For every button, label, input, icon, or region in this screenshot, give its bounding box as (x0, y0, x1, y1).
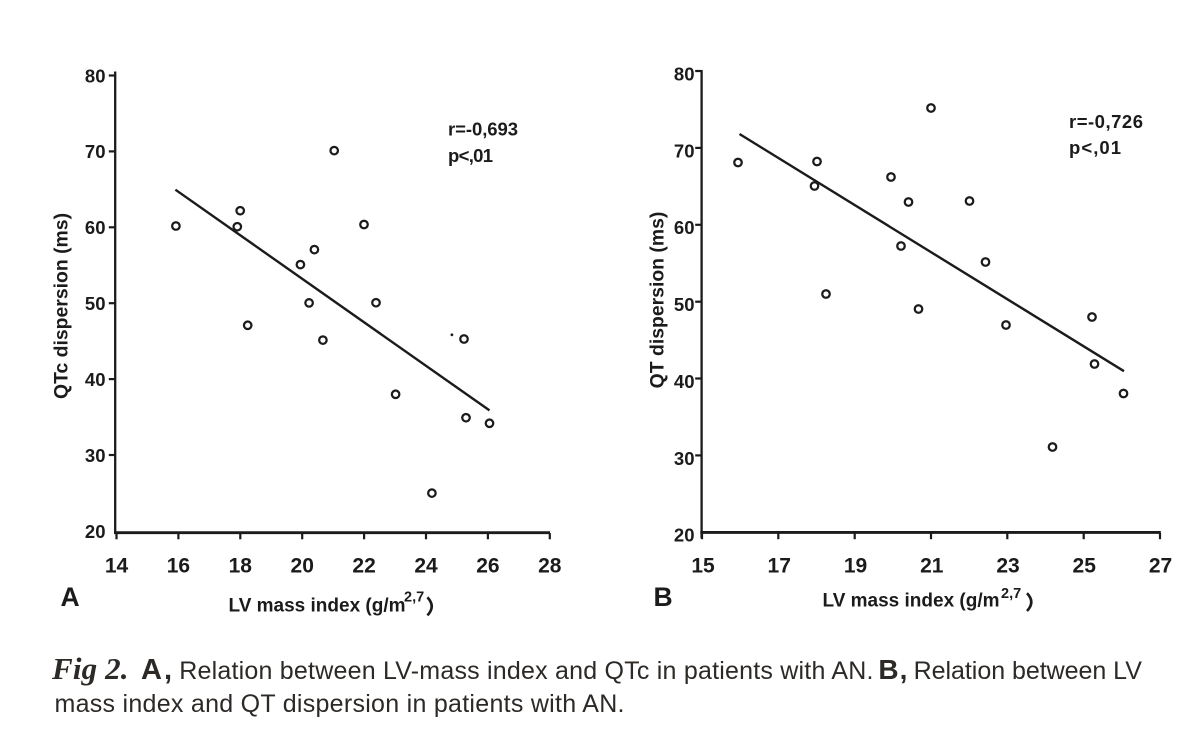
svg-text:18: 18 (229, 554, 253, 577)
svg-text:r=-0,726: r=-0,726 (1069, 111, 1143, 132)
svg-text:60: 60 (85, 217, 106, 238)
svg-text:21: 21 (920, 554, 944, 577)
svg-text:r=-0,693: r=-0,693 (448, 119, 518, 140)
svg-text:40: 40 (85, 369, 106, 390)
svg-text:22: 22 (352, 554, 375, 577)
svg-text:19: 19 (844, 554, 867, 577)
svg-text:B: B (654, 582, 673, 612)
svg-text:A,: A, (141, 654, 172, 686)
svg-text:A: A (61, 582, 80, 612)
svg-text:QTc dispersion (ms): QTc dispersion (ms) (51, 213, 73, 399)
svg-text:27: 27 (1149, 554, 1172, 577)
svg-text:Relation between LV-mass index: Relation between LV-mass index and QTc i… (179, 657, 873, 685)
svg-text:LV mass index (g/m: LV mass index (g/m (229, 595, 406, 616)
svg-text:20: 20 (674, 525, 695, 546)
svg-text:70: 70 (674, 140, 695, 161)
svg-text:QT dispersion (ms): QT dispersion (ms) (647, 212, 669, 389)
svg-text:25: 25 (1073, 554, 1097, 577)
svg-text:40: 40 (674, 371, 695, 392)
svg-text:15: 15 (691, 554, 715, 577)
svg-text:p<,01: p<,01 (448, 145, 493, 166)
svg-text:24: 24 (414, 554, 438, 577)
svg-text:20: 20 (85, 521, 106, 542)
svg-text:mass index and QT dispersion i: mass index and QT dispersion in patients… (55, 690, 625, 718)
svg-text:50: 50 (674, 294, 695, 315)
svg-text:30: 30 (85, 445, 106, 466)
svg-text:50: 50 (85, 293, 106, 314)
svg-text:80: 80 (674, 63, 695, 84)
svg-text:Fig 2.: Fig 2. (51, 651, 129, 686)
svg-text:80: 80 (85, 65, 106, 86)
svg-text:p<,01: p<,01 (1069, 137, 1121, 158)
svg-text:14: 14 (105, 554, 129, 577)
svg-text:30: 30 (674, 448, 695, 469)
svg-text:28: 28 (538, 554, 562, 577)
svg-text:23: 23 (996, 554, 1019, 577)
svg-text:B,: B, (878, 654, 907, 685)
svg-text:Relation between LV: Relation between LV (914, 657, 1143, 685)
svg-text:2,7: 2,7 (1001, 586, 1021, 602)
svg-text:60: 60 (674, 217, 695, 238)
svg-text:26: 26 (476, 554, 499, 577)
svg-text:17: 17 (768, 554, 791, 577)
svg-text:2,7: 2,7 (404, 590, 424, 606)
svg-text:20: 20 (291, 554, 314, 577)
svg-text:70: 70 (85, 141, 106, 162)
svg-text:16: 16 (167, 554, 190, 577)
svg-text:LV mass index (g/m: LV mass index (g/m (823, 590, 1000, 611)
